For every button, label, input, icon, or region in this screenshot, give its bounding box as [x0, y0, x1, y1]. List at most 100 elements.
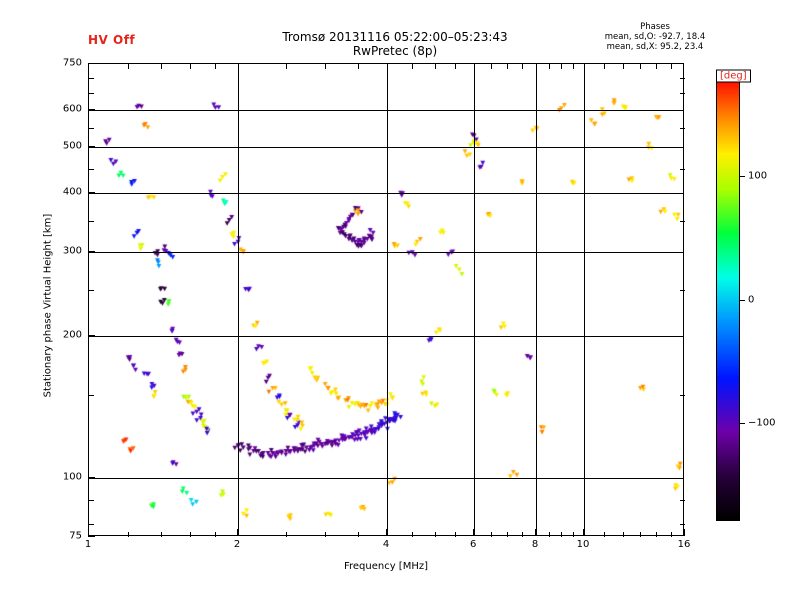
colorbar-tick	[740, 423, 745, 424]
y-tick-label: 100	[62, 471, 82, 483]
x-minor-tick	[286, 532, 287, 537]
x-minor-tick	[604, 64, 605, 69]
x-major-tick	[535, 529, 536, 536]
gridline-vertical	[536, 64, 537, 535]
phases-o-stats: mean, sd,O: -92.7, 18.4	[604, 32, 706, 42]
x-minor-tick	[161, 64, 162, 69]
x-tick-label: 6	[469, 539, 477, 550]
x-minor-tick	[455, 532, 456, 537]
colorbar-tick-label: 100	[748, 170, 768, 182]
x-minor-tick	[128, 532, 129, 537]
y-minor-tick	[680, 78, 685, 79]
x-axis-title: Frequency [MHz]	[343, 561, 429, 572]
gridline-horizontal	[89, 336, 683, 337]
x-minor-tick	[190, 532, 191, 537]
x-minor-tick	[656, 64, 657, 69]
x-major-tick	[237, 529, 238, 536]
gridline-horizontal	[89, 110, 683, 111]
x-minor-tick	[549, 64, 550, 69]
x-minor-tick	[286, 64, 287, 69]
y-tick-label: 75	[69, 530, 82, 542]
x-minor-tick	[358, 532, 359, 537]
colorbar-tick-label: −100	[748, 417, 776, 429]
plot-area	[88, 63, 685, 537]
y-minor-tick	[680, 395, 685, 396]
x-minor-tick	[640, 64, 641, 69]
colorbar-tick	[740, 176, 745, 177]
plot-title-line1: Tromsø 20131116 05:22:00–05:23:43	[282, 30, 508, 44]
phases-annotation: Phases mean, sd,O: -92.7, 18.4 mean, sd,…	[580, 22, 730, 52]
y-minor-tick	[680, 290, 685, 291]
x-minor-tick	[325, 64, 326, 69]
x-minor-tick	[522, 64, 523, 69]
x-tick-label: 2	[233, 539, 241, 550]
y-major-tick	[88, 109, 95, 110]
x-minor-tick	[491, 64, 492, 69]
x-minor-tick	[358, 64, 359, 69]
y-tick-label: 300	[62, 245, 82, 257]
x-tick-label: 4	[382, 539, 390, 550]
gridline-vertical	[474, 64, 475, 535]
x-major-tick	[684, 529, 685, 536]
y-minor-tick	[89, 93, 94, 94]
plot-title: Tromsø 20131116 05:22:00–05:23:43 RwPret…	[230, 30, 560, 58]
x-minor-tick	[623, 532, 624, 537]
y-axis-title: Stationary phase Virtual Height [km]	[42, 213, 54, 398]
x-minor-tick	[455, 64, 456, 69]
y-minor-tick	[680, 221, 685, 222]
colorbar-unit-label: [deg]	[716, 69, 751, 83]
x-major-tick	[583, 529, 584, 536]
y-major-tick	[88, 63, 95, 64]
x-minor-tick	[507, 64, 508, 69]
x-minor-tick	[215, 64, 216, 69]
x-tick-label: 8	[531, 539, 539, 550]
y-major-tick	[88, 477, 95, 478]
y-tick-label: 750	[62, 57, 82, 69]
y-minor-tick	[89, 290, 94, 291]
x-minor-tick	[623, 64, 624, 69]
y-tick-label: 400	[62, 186, 82, 198]
x-tick-label: 10	[576, 539, 590, 550]
colorbar-tick	[740, 300, 745, 301]
y-tick-label: 200	[62, 329, 82, 341]
y-minor-tick	[89, 128, 94, 129]
y-minor-tick	[680, 500, 685, 501]
y-minor-tick	[680, 524, 685, 525]
x-minor-tick	[671, 532, 672, 537]
y-minor-tick	[89, 500, 94, 501]
x-minor-tick	[412, 532, 413, 537]
x-minor-tick	[522, 532, 523, 537]
y-major-tick	[88, 536, 95, 537]
x-minor-tick	[561, 64, 562, 69]
gridline-vertical	[238, 64, 239, 535]
phases-x-stats: mean, sd,X: 95.2, 23.4	[606, 42, 704, 52]
x-minor-tick	[507, 532, 508, 537]
x-minor-tick	[190, 64, 191, 69]
x-minor-tick	[573, 64, 574, 69]
y-minor-tick	[89, 395, 94, 396]
y-tick-label: 500	[62, 140, 82, 152]
x-minor-tick	[325, 532, 326, 537]
x-major-tick	[473, 529, 474, 536]
gridline-horizontal	[89, 478, 683, 479]
plot-title-line2: RwPretec (8p)	[352, 44, 438, 58]
gridline-horizontal	[89, 252, 683, 253]
x-minor-tick	[435, 532, 436, 537]
gridline-horizontal	[89, 193, 683, 194]
y-major-tick	[88, 192, 95, 193]
x-tick-label: 1	[84, 539, 92, 550]
x-minor-tick	[161, 532, 162, 537]
gridline-vertical	[584, 64, 585, 535]
x-minor-tick	[640, 532, 641, 537]
x-tick-label: 16	[677, 539, 691, 550]
x-major-tick	[386, 529, 387, 536]
y-minor-tick	[89, 78, 94, 79]
colorbar-canvas	[717, 79, 739, 520]
y-minor-tick	[680, 128, 685, 129]
hv-off-label: HV Off	[88, 33, 136, 47]
x-minor-tick	[656, 532, 657, 537]
y-major-tick	[88, 251, 95, 252]
x-minor-tick	[215, 532, 216, 537]
grid-layer	[89, 64, 685, 537]
